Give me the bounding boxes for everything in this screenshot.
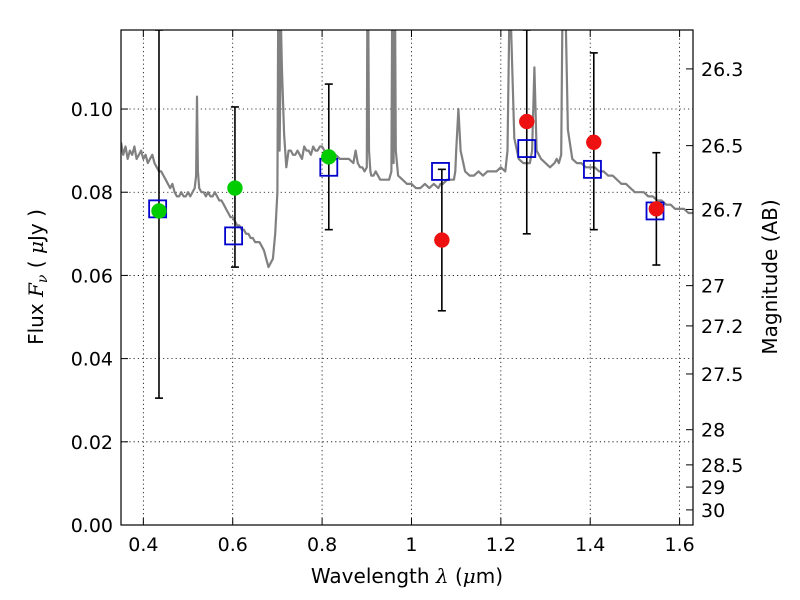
y-tick-label: 0.08 xyxy=(71,182,113,204)
photometry-point xyxy=(519,113,535,130)
y2-tick-label: 26.5 xyxy=(701,136,743,158)
photometry-point xyxy=(648,201,665,217)
plot-background xyxy=(121,30,693,525)
x-tick-label: 1.6 xyxy=(664,534,694,556)
grid xyxy=(121,30,693,525)
y2-tick-label: 29 xyxy=(701,477,725,499)
y2-tick-label: 30 xyxy=(701,500,725,522)
y2-axis-label: Magnitude (AB) xyxy=(758,199,782,354)
x-tick-label: 0.4 xyxy=(128,534,158,556)
photometry-point xyxy=(434,232,450,248)
data-markers xyxy=(148,113,665,248)
y-axis-label: Flux Fν ( μJy ) xyxy=(24,209,51,345)
model-band-square xyxy=(583,159,602,179)
model-spectrum-line xyxy=(121,30,693,269)
y-tick-label: 0.04 xyxy=(71,349,113,371)
photometry-point xyxy=(227,180,243,196)
y2-tick-label: 26.7 xyxy=(701,199,743,221)
x-tick-label: 1.2 xyxy=(486,534,516,556)
y-tick-label: 0.06 xyxy=(71,265,113,287)
y2-tick-label: 26.3 xyxy=(701,59,743,81)
x-tick-label: 0.8 xyxy=(307,534,337,556)
x-tick-label: 0.6 xyxy=(218,534,248,556)
x-axis-label: Wavelength λ (μm) xyxy=(311,564,503,588)
y2-tick-label: 28.5 xyxy=(701,455,743,477)
y2-tick-label: 27 xyxy=(701,276,725,298)
model-spectrum xyxy=(121,30,693,269)
photometry-point xyxy=(321,149,337,165)
model-band-square xyxy=(517,139,537,158)
plot-frame xyxy=(120,29,694,526)
y-tick-label: 0.00 xyxy=(71,515,113,537)
x-tick-label: 1 xyxy=(405,534,417,556)
model-band-square xyxy=(224,226,244,246)
x-tick-label: 1.4 xyxy=(575,534,605,556)
y2-tick-label: 28 xyxy=(701,420,725,442)
photometry-point xyxy=(151,203,167,219)
model-band-square xyxy=(431,162,450,181)
y-tick-label: 0.02 xyxy=(71,432,113,454)
y2-tick-label: 27.2 xyxy=(701,316,743,338)
photometry-point xyxy=(586,134,602,151)
y2-tick-label: 27.5 xyxy=(701,364,743,386)
ticks: 0.4 0.6 0.8 1 1.2 1.4 1.6 0.00 0.02 0.04 0.06 0.08 0… xyxy=(71,30,743,556)
y-tick-label: 0.10 xyxy=(71,99,113,121)
